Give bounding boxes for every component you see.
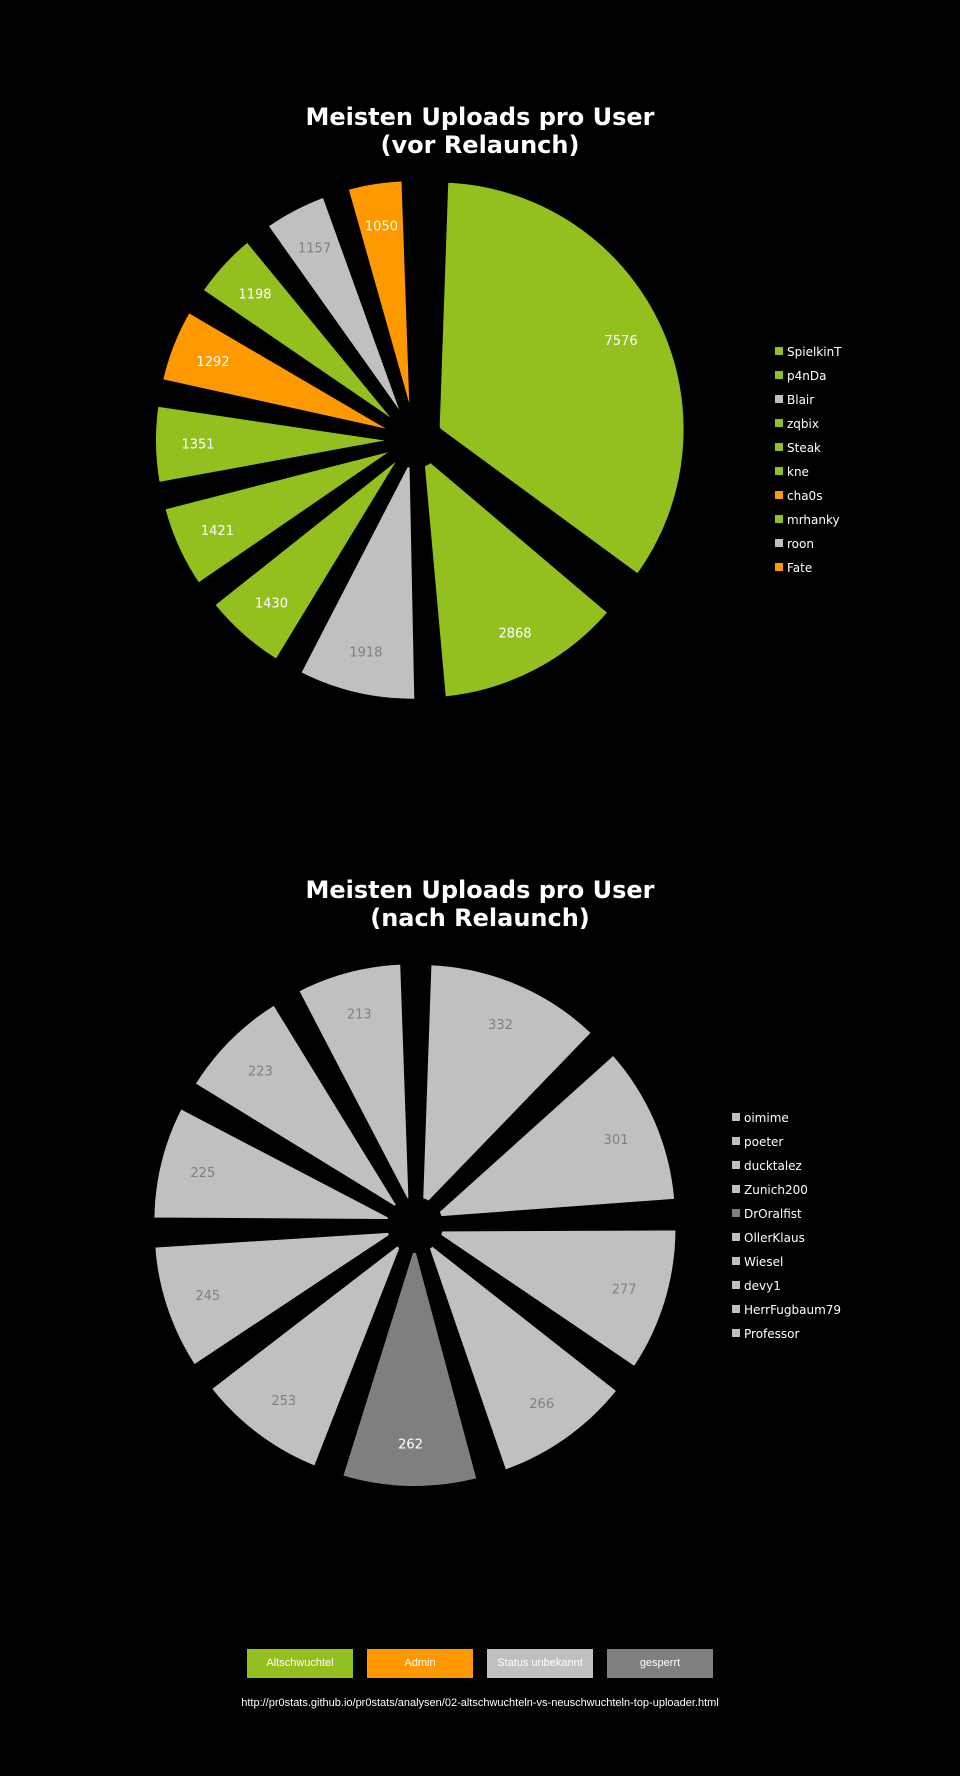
legend-swatch (732, 1329, 740, 1337)
pie-slice-devy1 (148, 1101, 405, 1226)
legend-swatch (732, 1185, 740, 1193)
slice-value-label: 262 (398, 1438, 423, 1453)
legend-entry-Fate: Fate (787, 561, 812, 575)
status-badge-gesperrt: gesperrt (607, 1649, 713, 1678)
slice-value-label: 1351 (181, 438, 214, 453)
legend-entry-Professor: Professor (744, 1327, 799, 1341)
slice-value-label: 225 (190, 1166, 215, 1181)
legend-swatch (775, 395, 783, 403)
chart-title-line: (vor Relaunch) (381, 131, 580, 159)
legend-entry-zqbix: zqbix (787, 417, 819, 431)
legend-swatch (775, 563, 783, 571)
chart-title: Meisten Uploads pro User (vor Relaunch) (305, 103, 654, 159)
legend-entry-Steak: Steak (787, 441, 821, 455)
pie-chart-2: Meisten Uploads pro User (nach Relaunch) 3… (148, 876, 841, 1492)
slice-value-label: 245 (195, 1289, 220, 1304)
slice-value-label: 301 (604, 1133, 629, 1148)
legend-swatch (775, 467, 783, 475)
pie-slice-SpielkinT (433, 176, 690, 582)
status-badge-unbekannt: Status unbekannt (487, 1649, 593, 1678)
slice-value-label: 7576 (605, 334, 638, 349)
pie-slice-oimime (416, 959, 600, 1222)
legend-entry-devy1: devy1 (744, 1279, 781, 1293)
slice-value-label: 2868 (498, 627, 531, 642)
legend-entry-p4nDa: p4nDa (787, 369, 826, 383)
legend-entry-mrhanky: mrhanky (787, 513, 840, 527)
legend-entry-Wiesel: Wiesel (744, 1255, 783, 1269)
pie-slice-Professor (291, 958, 415, 1215)
legend-entry-ducktalez: ducktalez (744, 1159, 802, 1173)
chart-title-line: Meisten Uploads pro User (305, 876, 654, 904)
legend-swatch (732, 1137, 740, 1145)
pie-slice-Zunich200 (415, 1226, 625, 1477)
status-legend: Altschwuchtel Admin Status unbekannt ges… (0, 1649, 960, 1678)
pie-slice-HerrFugbaum79 (187, 997, 410, 1220)
pie-slice-roon (260, 190, 413, 432)
legend-swatch (775, 491, 783, 499)
legend-swatch (732, 1209, 740, 1217)
legend-entry-oimime: oimime (744, 1111, 789, 1125)
slice-value-label: 1918 (349, 645, 382, 660)
legend-swatch (732, 1161, 740, 1169)
slice-value-label: 223 (248, 1064, 273, 1079)
legend-swatch (775, 419, 783, 427)
pie-slice-Steak (158, 442, 406, 591)
slice-value-label: 1292 (196, 355, 229, 370)
slice-value-label: 1421 (201, 524, 234, 539)
legend-swatch (732, 1281, 740, 1289)
pie-slice-zqbix (207, 446, 410, 667)
legend-entry-Zunich200: Zunich200 (744, 1183, 808, 1197)
chart-title: Meisten Uploads pro User (nach Relaunch) (305, 876, 654, 932)
slice-value-label: 1430 (255, 597, 288, 612)
legend-swatch (732, 1113, 740, 1121)
legend-swatch (775, 515, 783, 523)
pie-center (387, 412, 443, 468)
slice-value-label: 266 (529, 1397, 554, 1412)
pie-slice-mrhanky (195, 234, 409, 435)
slice-value-label: 213 (347, 1008, 372, 1023)
pie-chart-1: Meisten Uploads pro User (vor Relaunch) 75… (150, 103, 842, 705)
legend-entry-cha0s: cha0s (787, 489, 822, 503)
legend-swatch (775, 371, 783, 379)
legend-entry-poeter: poeter (744, 1135, 783, 1149)
legend-swatch (775, 443, 783, 451)
legend-swatch (732, 1305, 740, 1313)
pie-slice-kne (150, 400, 404, 489)
pie-slice-Blair (293, 450, 421, 705)
pie-slice-Wiesel (148, 1225, 415, 1373)
pie-slice-poeter (417, 1047, 681, 1224)
slice-value-label: 277 (612, 1283, 637, 1298)
pie-slice-p4nDa (416, 443, 616, 703)
legend-entry-SpielkinT: SpielkinT (787, 345, 842, 359)
slice-value-label: 1157 (298, 242, 331, 257)
legend-entry-DrOralfist: DrOralfist (744, 1207, 802, 1221)
pie-slice-cha0s (156, 305, 406, 439)
legend-entry-HerrFugbaum79: HerrFugbaum79 (744, 1303, 841, 1317)
slice-value-label: 1050 (365, 220, 398, 235)
status-badge-altschwuchtel: Altschwuchtel (247, 1649, 353, 1678)
footer-url: http://pr0stats.github.io/pr0stats/analy… (241, 1697, 719, 1709)
slice-value-label: 1198 (238, 287, 271, 302)
slice-value-label: 332 (488, 1018, 513, 1033)
pie-slice-OllerKlaus (203, 1225, 415, 1474)
slice-value-label: 253 (271, 1394, 296, 1409)
legend-entry-kne: kne (787, 465, 809, 479)
legend-swatch (732, 1257, 740, 1265)
chart-title-line: Meisten Uploads pro User (305, 103, 654, 131)
legend-entry-Blair: Blair (787, 393, 814, 407)
pie-slice-Fate (341, 175, 417, 429)
status-badge-admin: Admin (367, 1649, 473, 1678)
legend-entry-roon: roon (787, 537, 814, 551)
legend-swatch (775, 539, 783, 547)
legend-swatch (775, 347, 783, 355)
chart-title-line: (nach Relaunch) (370, 904, 590, 932)
legend-swatch (732, 1233, 740, 1241)
pie-center (387, 1197, 443, 1253)
pie-slice-DrOralfist (335, 1226, 484, 1492)
pie-slice-ducktalez (416, 1224, 682, 1375)
legend-entry-OllerKlaus: OllerKlaus (744, 1231, 805, 1245)
